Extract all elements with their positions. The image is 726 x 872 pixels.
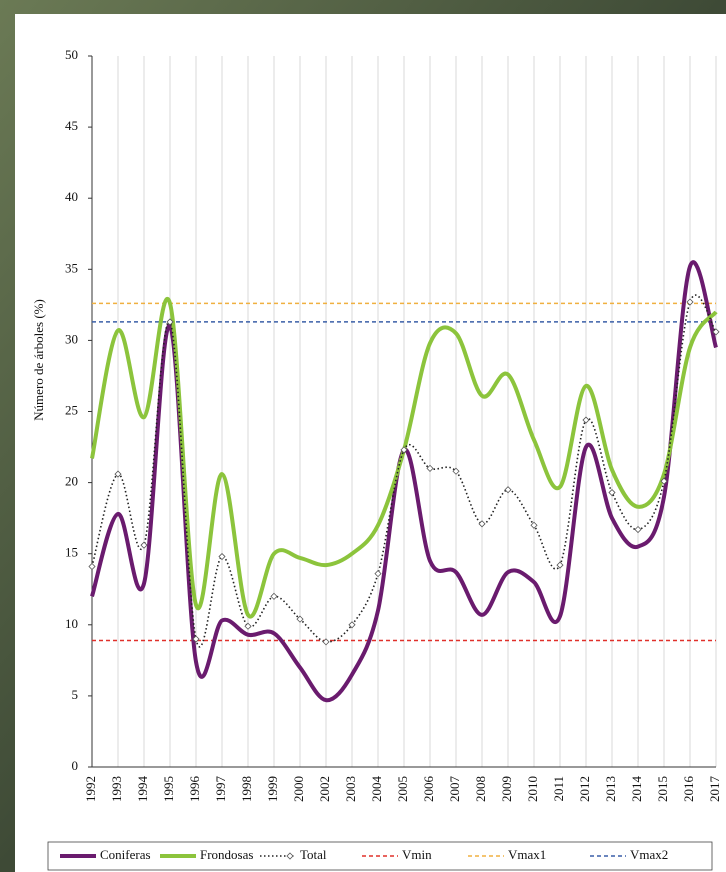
x-tick-label: 1998 [239, 776, 254, 802]
point-marker [270, 592, 278, 600]
point-marker [582, 416, 590, 424]
point-marker [660, 477, 668, 485]
x-tick-label: 2008 [473, 776, 488, 802]
x-tick-label: 1997 [213, 776, 228, 803]
x-tick-label: 2016 [681, 776, 696, 803]
legend-box [47, 841, 713, 871]
y-tick-label: 5 [72, 687, 79, 702]
point-marker [348, 621, 356, 629]
series-line [90, 297, 718, 619]
x-tick-label: 2004 [369, 776, 384, 803]
x-tick-label: 2005 [395, 776, 410, 802]
x-tick-label: 2013 [603, 776, 618, 802]
y-tick-label: 35 [65, 260, 78, 275]
x-tick-label: 1996 [187, 776, 202, 803]
point-marker [556, 561, 564, 569]
point-marker [322, 638, 330, 646]
x-tick-label: 2009 [499, 776, 514, 802]
x-tick-label: 1999 [265, 776, 280, 802]
y-tick-label: 15 [65, 545, 78, 560]
point-marker [400, 446, 408, 454]
x-tick-label: 2007 [447, 776, 462, 803]
legend-label: Total [300, 847, 327, 862]
legend-label: Coniferas [100, 847, 151, 862]
point-marker [452, 467, 460, 475]
y-tick-label: 45 [65, 118, 78, 133]
point-marker [166, 318, 174, 326]
point-marker [712, 328, 720, 336]
legend-label: Frondosas [200, 847, 253, 862]
y-tick-label: 25 [65, 402, 78, 417]
y-tick-label: 20 [65, 474, 78, 489]
x-tick-label: 2003 [343, 776, 358, 802]
x-tick-label: 2014 [629, 776, 644, 803]
y-tick-label: 10 [65, 616, 78, 631]
x-tick-label: 2010 [525, 776, 540, 802]
x-tick-label: 1993 [109, 776, 124, 802]
point-marker [114, 470, 122, 478]
point-marker [634, 525, 642, 534]
point-marker [244, 622, 252, 630]
y-tick-label: 0 [72, 758, 79, 773]
panel [15, 14, 726, 872]
x-tick-label: 2006 [421, 776, 436, 803]
x-tick-label: 1994 [135, 776, 150, 803]
point-marker [530, 521, 538, 529]
x-tick-label: 2000 [291, 776, 306, 802]
point-marker [608, 488, 616, 497]
point-marker [426, 464, 434, 472]
point-marker [374, 570, 382, 578]
x-tick-label: 2012 [577, 776, 592, 802]
legend-marker [286, 852, 294, 860]
legend-label: Vmax1 [508, 847, 546, 862]
point-marker [686, 298, 694, 306]
y-axis-label: Número de árboles (%) [31, 299, 46, 421]
x-tick-label: 1995 [161, 776, 176, 802]
point-marker [140, 541, 148, 549]
point-marker [88, 562, 96, 571]
x-tick-label: 2015 [655, 776, 670, 802]
point-marker [504, 486, 512, 494]
x-tick-label: 1992 [83, 776, 98, 802]
point-marker [218, 552, 226, 561]
point-marker [296, 615, 304, 623]
x-tick-label: 2002 [317, 776, 332, 802]
point-marker [192, 635, 200, 643]
legend-label: Vmax2 [630, 847, 668, 862]
y-tick-label: 50 [65, 47, 78, 62]
x-tick-label: 2017 [707, 776, 722, 803]
x-tick-label: 2011 [551, 776, 566, 802]
y-tick-label: 40 [65, 189, 78, 204]
point-marker [478, 520, 486, 528]
y-tick-label: 30 [65, 331, 78, 346]
legend-label: Vmin [402, 847, 432, 862]
